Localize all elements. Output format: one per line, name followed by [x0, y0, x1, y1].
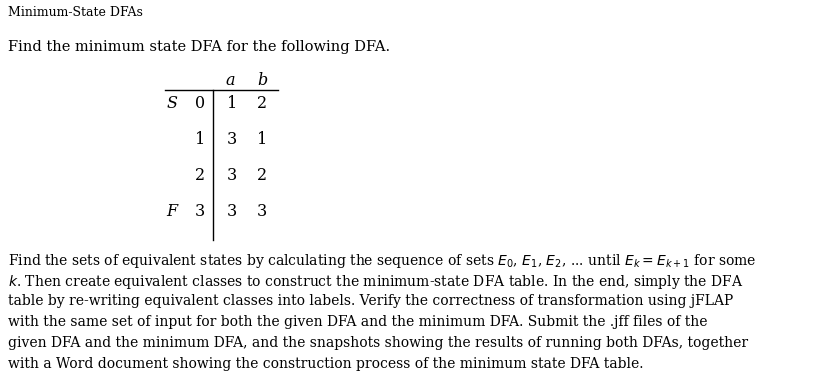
Text: Find the minimum state DFA for the following DFA.: Find the minimum state DFA for the follo…: [8, 40, 390, 54]
Text: S: S: [167, 95, 177, 112]
Text: 1: 1: [227, 95, 237, 112]
Text: $k$. Then create equivalent classes to construct the minimum-state DFA table. In: $k$. Then create equivalent classes to c…: [8, 273, 744, 291]
Text: 2: 2: [257, 95, 267, 112]
Text: table by re-writing equivalent classes into labels. Verify the correctness of tr: table by re-writing equivalent classes i…: [8, 294, 733, 308]
Text: Find the sets of equivalent states by calculating the sequence of sets $E_0$, $E: Find the sets of equivalent states by ca…: [8, 252, 756, 270]
Text: 3: 3: [227, 203, 237, 220]
Text: with a Word document showing the construction process of the minimum state DFA t: with a Word document showing the constru…: [8, 357, 644, 371]
Text: 2: 2: [257, 167, 267, 184]
Text: a: a: [225, 72, 235, 89]
Text: 2: 2: [195, 167, 205, 184]
Text: 0: 0: [195, 95, 205, 112]
Text: 1: 1: [195, 131, 205, 148]
Text: 1: 1: [257, 131, 267, 148]
Text: given DFA and the minimum DFA, and the snapshots showing the results of running : given DFA and the minimum DFA, and the s…: [8, 336, 748, 350]
Text: 3: 3: [257, 203, 267, 220]
Text: F: F: [167, 203, 177, 220]
Text: 3: 3: [227, 131, 237, 148]
Text: 3: 3: [195, 203, 205, 220]
Text: Minimum-State DFAs: Minimum-State DFAs: [8, 6, 143, 19]
Text: with the same set of input for both the given DFA and the minimum DFA. Submit th: with the same set of input for both the …: [8, 315, 708, 329]
Text: b: b: [257, 72, 267, 89]
Text: 3: 3: [227, 167, 237, 184]
